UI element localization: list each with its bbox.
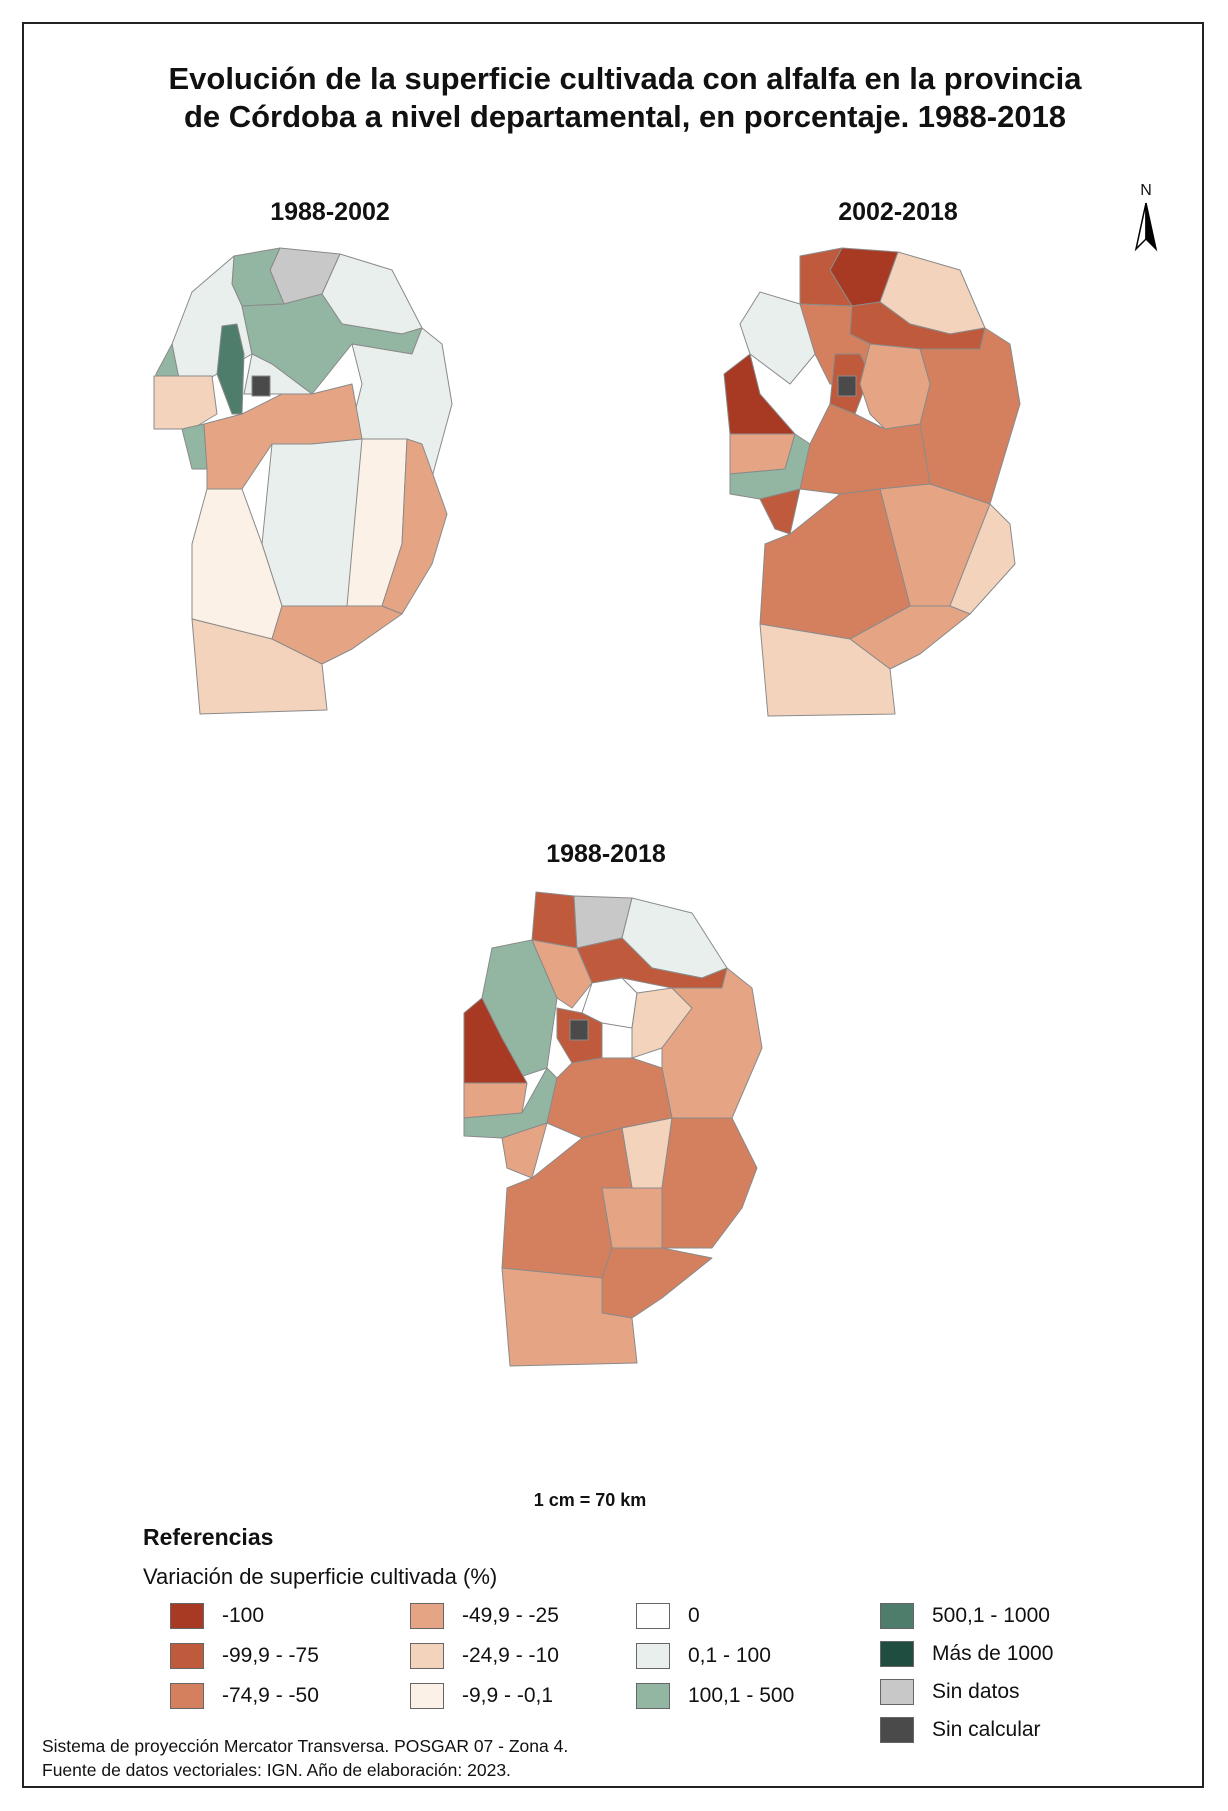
legend-item: -74,9 - -50 [170, 1683, 319, 1709]
dept-far-south-pale [759, 623, 896, 717]
dept-far-south-lightorange [501, 1267, 638, 1367]
legend-label: -100 [222, 1604, 265, 1627]
legend-swatch [410, 1643, 444, 1669]
legend-swatch [880, 1603, 914, 1629]
legend-label: 500,1 - 1000 [932, 1604, 1050, 1627]
map-label-1988-2002: 1988-2002 [270, 198, 390, 226]
legend-item: -99,9 - -75 [170, 1643, 319, 1669]
map-1988-2002 [153, 247, 453, 715]
legend-label: -9,9 - -0,1 [462, 1684, 554, 1707]
legend-item: Más de 1000 [880, 1641, 1053, 1667]
legend-swatch [170, 1603, 204, 1629]
footer-projection: Sistema de proyección Mercator Transvers… [42, 1736, 569, 1756]
dept-center-lightorange [859, 343, 931, 430]
legend-swatch [410, 1603, 444, 1629]
legend-item: 0,1 - 100 [636, 1643, 771, 1669]
legend-item: -9,9 - -0,1 [410, 1683, 553, 1709]
dept-west-lightorange [463, 1082, 528, 1119]
dept-south-orange [501, 1127, 633, 1279]
legend-item: 0 [636, 1603, 700, 1629]
legend-swatch [636, 1643, 670, 1669]
scale-label: 1 cm = 70 km [533, 1490, 647, 1510]
legend-item: -24,9 - -10 [410, 1643, 559, 1669]
legend-swatch [880, 1679, 914, 1705]
legend-label: Sin datos [932, 1680, 1020, 1703]
dept-north-lightorange [531, 939, 593, 1009]
north-arrow-icon [1134, 202, 1158, 252]
legend-swatch [170, 1683, 204, 1709]
legend-swatch [410, 1683, 444, 1709]
legend-swatch [880, 1641, 914, 1667]
legend-swatch [170, 1643, 204, 1669]
legend-item: -49,9 - -25 [410, 1603, 559, 1629]
map-frame [22, 22, 1204, 1788]
dept-east-orange [919, 327, 1021, 505]
legend-swatch [636, 1603, 670, 1629]
legend-label: -49,9 - -25 [462, 1604, 559, 1627]
dept-central-strip [216, 323, 245, 415]
map-label-2002-2018: 2002-2018 [838, 198, 958, 226]
dept-capital [569, 1019, 589, 1041]
dept-southwest-green [181, 423, 208, 470]
dept-capital [837, 375, 857, 397]
legend-item: Sin datos [880, 1679, 1020, 1705]
north-label: N [1140, 182, 1152, 199]
dept-east-orange [381, 438, 448, 615]
legend-item: Sin calcular [880, 1717, 1041, 1743]
dept-capital [251, 375, 271, 397]
map-title-line-1: Evolución de la superficie cultivada con… [168, 61, 1082, 96]
legend-label: 100,1 - 500 [688, 1684, 795, 1707]
dept-west-pale [153, 375, 218, 430]
legend-label: -74,9 - -50 [222, 1684, 319, 1707]
legend-label: -99,9 - -75 [222, 1644, 319, 1667]
dept-south-rust-block [601, 1247, 713, 1319]
map-title-line-2: de Córdoba a nivel departamental, en por… [183, 99, 1067, 134]
dept-north-rust [799, 247, 853, 307]
map-label-1988-2018: 1988-2018 [546, 840, 666, 868]
dept-west-dark [463, 997, 528, 1084]
legend-label: 0 [688, 1604, 700, 1627]
legend-label: 0,1 - 100 [688, 1644, 771, 1667]
legend-subtitle: Variación de superficie cultivada (%) [143, 1564, 498, 1589]
legend-swatch [636, 1683, 670, 1709]
dept-east-lightorange [661, 967, 763, 1119]
dept-far-south-pale [191, 618, 328, 715]
map-2002-2018 [723, 247, 1021, 717]
footer-source: Fuente de datos vectoriales: IGN. Año de… [42, 1760, 511, 1780]
dept-west-dark [723, 353, 796, 435]
dept-southeast-orange [661, 1117, 758, 1249]
legend-swatch [880, 1717, 914, 1743]
legend-label: -24,9 - -10 [462, 1644, 559, 1667]
legend-label: Más de 1000 [932, 1642, 1054, 1665]
dept-east-pale [949, 503, 1016, 615]
legend-label: Sin calcular [932, 1718, 1041, 1741]
map-1988-2018 [463, 891, 763, 1367]
legend-item: 100,1 - 500 [636, 1683, 794, 1709]
legend-item: 500,1 - 1000 [880, 1603, 1050, 1629]
dept-north-rust [531, 891, 578, 949]
legend-title: Referencias [143, 1524, 274, 1550]
legend-item: -100 [170, 1603, 264, 1629]
